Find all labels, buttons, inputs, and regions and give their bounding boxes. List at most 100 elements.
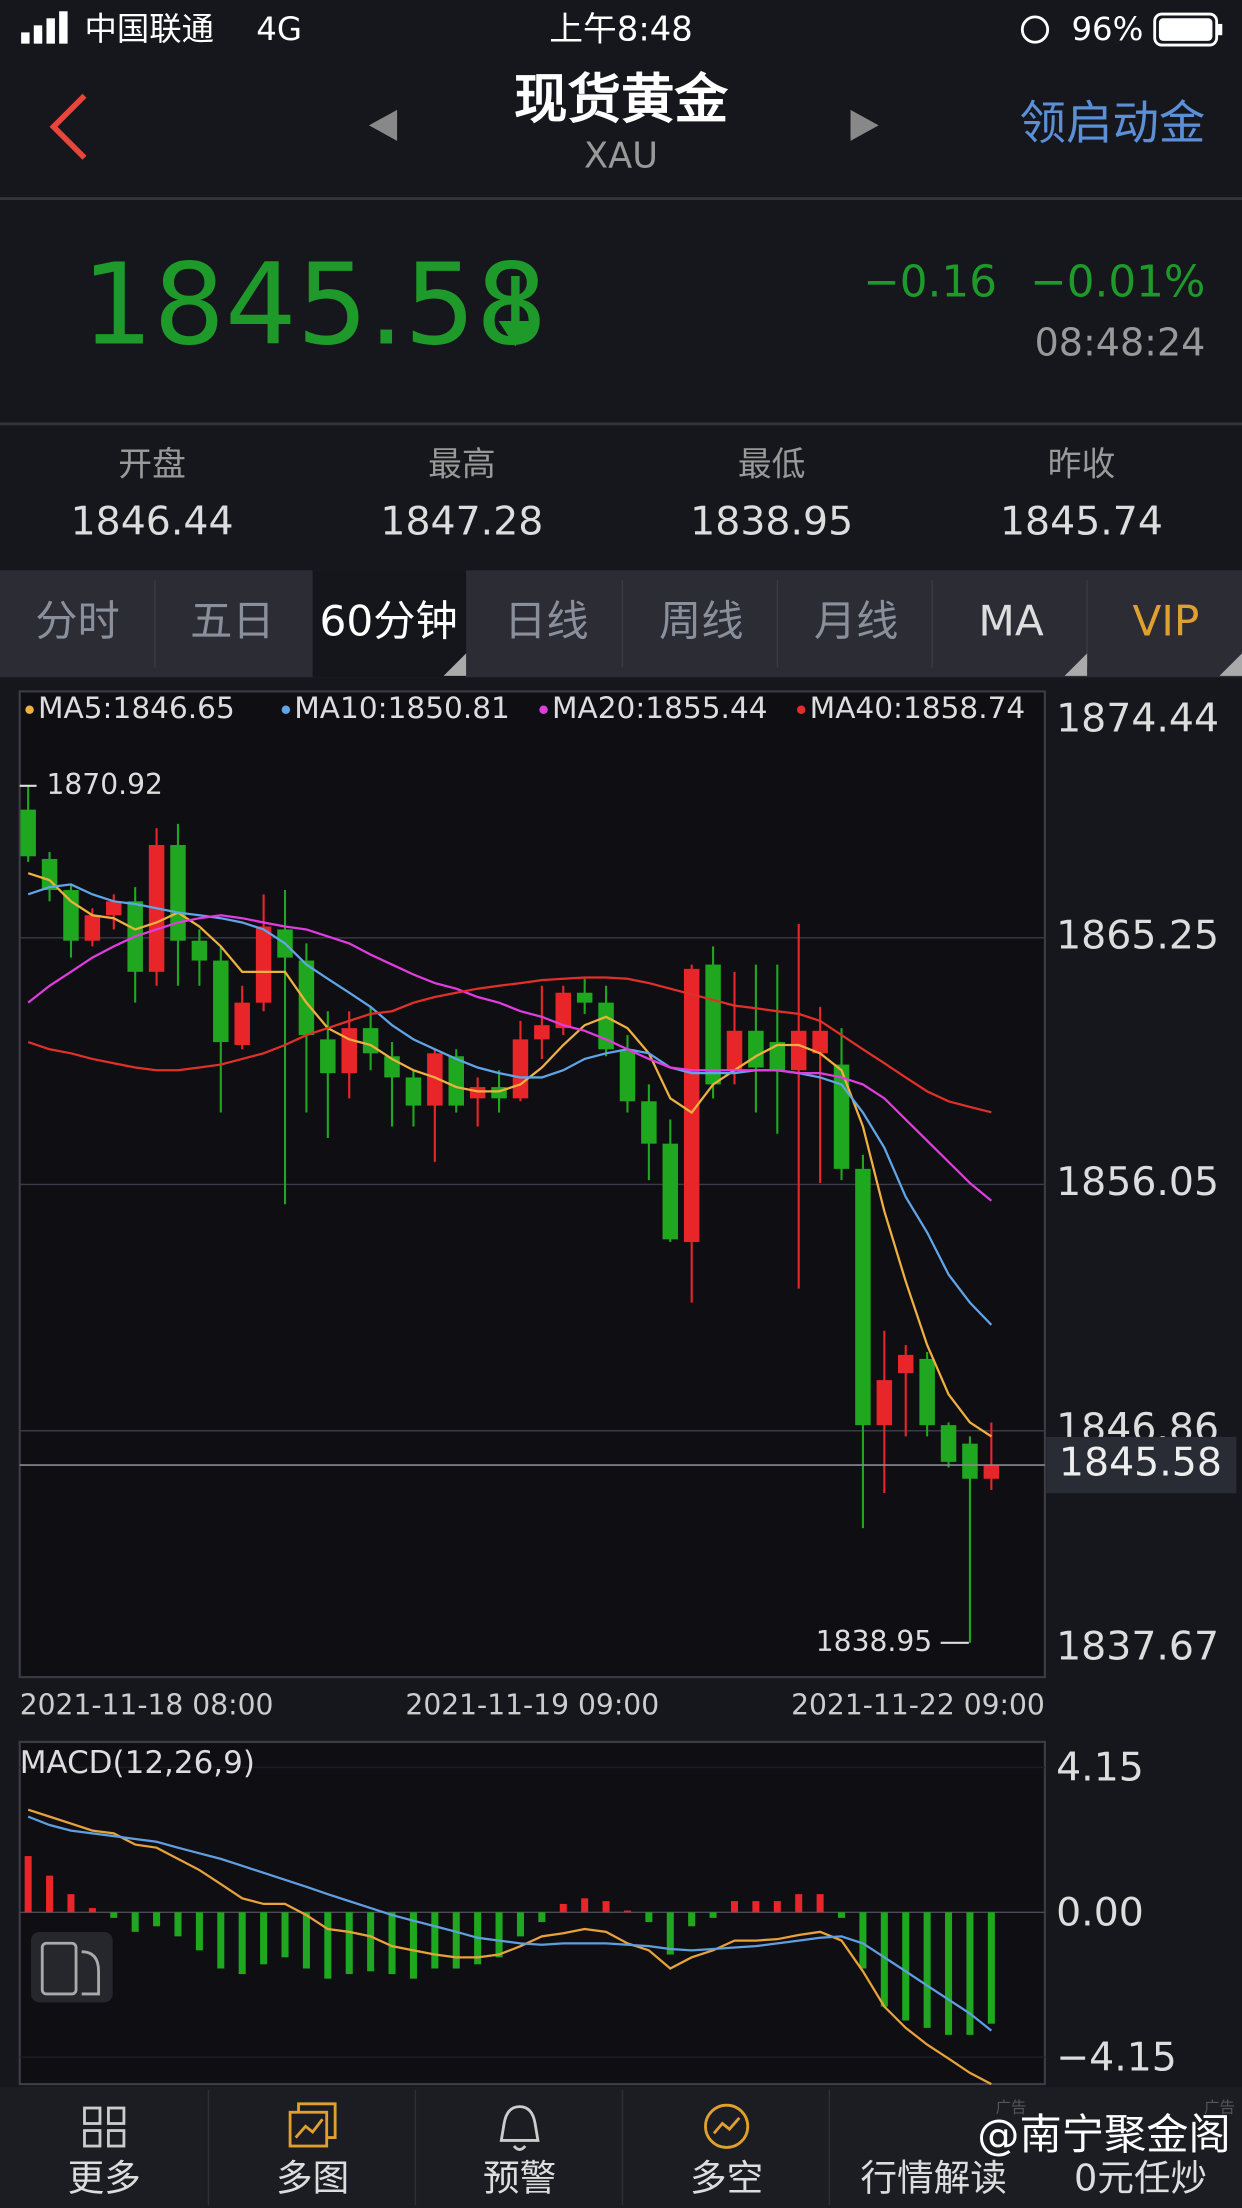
bottom-nav-bg <box>0 2086 1242 2208</box>
macd-bar <box>966 1912 974 2035</box>
macd-bar <box>46 1875 54 1913</box>
nav-icon <box>288 2102 337 2148</box>
macd-bar <box>495 1912 503 1958</box>
clock: 上午8:48 <box>549 9 692 48</box>
signal-bar <box>21 32 30 44</box>
low-marker-label: 1838.95 <box>816 1625 932 1658</box>
candle-body <box>298 960 315 1036</box>
icon-part <box>704 2103 750 2149</box>
legend-label: MA5:1846.65 <box>38 691 235 725</box>
tab[interactable]: 日线 <box>504 596 588 645</box>
carrier: 中国联通 <box>84 10 214 48</box>
candle-body <box>748 1030 764 1068</box>
nav-icon <box>499 2105 540 2151</box>
candle-body <box>512 1039 529 1099</box>
symbol: XAU <box>584 136 658 177</box>
macd-line <box>27 1815 993 2032</box>
y-tick-label: −4.15 <box>1056 2035 1177 2081</box>
battery <box>1153 12 1219 47</box>
macd-bar <box>923 1912 931 2028</box>
candle-body <box>213 960 229 1043</box>
bottom-nav: 更多 多图 预警 多空 行情解读 0元任炒 广告 广告 @南宁聚金阁 <box>0 2086 1242 2208</box>
legend-marker <box>797 705 806 714</box>
nav-icon <box>704 2103 750 2149</box>
icon-part <box>294 2118 324 2139</box>
stat-label: 最低 <box>738 445 806 484</box>
icon-part <box>712 2116 741 2135</box>
candle-body <box>962 1443 978 1479</box>
candle-body <box>705 964 721 1085</box>
macd-title: MACD(12,26,9) <box>20 1745 255 1781</box>
candle-body <box>662 1143 679 1240</box>
next-arrow[interactable] <box>850 109 879 141</box>
legend-label: MA40:1858.74 <box>810 691 1026 725</box>
nav-label[interactable]: 多空 <box>690 2156 763 2199</box>
plot: 1837.671846.861856.051865.251874.44MA5:1… <box>20 690 1237 2086</box>
quote: 1845.58 −0.16 −0.01% 08:48:24 <box>0 238 1242 426</box>
macd-bar <box>131 1912 139 1932</box>
signal-bar <box>33 25 43 44</box>
nav-label[interactable]: 更多 <box>68 2156 141 2199</box>
tab[interactable]: MA <box>978 596 1043 645</box>
tab-active-bg <box>312 570 467 678</box>
candle-body <box>320 1039 336 1074</box>
legend-marker <box>281 705 291 714</box>
y-tick-label: 1856.05 <box>1056 1159 1219 1205</box>
macd-bar <box>24 1856 32 1913</box>
watermark: @南宁聚金阁 <box>977 2110 1230 2159</box>
macd-bar <box>195 1912 203 1951</box>
battery-nub <box>1218 23 1223 36</box>
high-marker-label: 1870.92 <box>46 768 162 801</box>
rotate-button-bg[interactable] <box>30 1932 113 2003</box>
battery-fill <box>1158 18 1213 41</box>
icon-part <box>83 2106 102 2125</box>
nav-label[interactable]: 多图 <box>276 2156 349 2199</box>
macd-bar <box>602 1901 610 1913</box>
candle-body <box>234 1002 250 1045</box>
tab[interactable]: 分时 <box>35 596 119 645</box>
legend-marker <box>539 705 548 714</box>
prev-arrow[interactable] <box>368 109 398 141</box>
tab[interactable]: 五日 <box>190 596 274 645</box>
ma-line <box>27 914 993 1202</box>
back-button[interactable] <box>49 93 87 160</box>
macd-bar <box>153 1912 161 1927</box>
y-tick-label: 1837.67 <box>1056 1623 1219 1669</box>
nav-icon <box>83 2106 126 2148</box>
icon-part <box>107 2129 126 2148</box>
icon-part <box>297 2102 337 2139</box>
signal-bar <box>59 11 68 44</box>
rotate-icon <box>81 1950 100 1996</box>
ma-line <box>27 976 992 1114</box>
candle-body <box>940 1425 957 1462</box>
down-arrow-head <box>498 321 533 347</box>
nav-label[interactable]: 行情解读 <box>860 2156 1006 2199</box>
macd-bar <box>260 1912 268 1965</box>
tab-active[interactable]: 60分钟 <box>320 596 458 645</box>
action-link[interactable]: 领启动金 <box>1020 96 1206 150</box>
title: 现货黄金 <box>514 67 728 130</box>
tab[interactable]: 月线 <box>814 596 898 645</box>
macd-bar <box>217 1912 225 1969</box>
ad-label: 广告 <box>996 2099 1027 2117</box>
tab[interactable]: VIP <box>1133 596 1200 645</box>
battery-level: 96% <box>1071 10 1143 48</box>
y-tick-label: 0.00 <box>1056 1890 1144 1936</box>
macd-bar <box>666 1912 674 1955</box>
candle-body <box>405 1077 422 1106</box>
y-tick-label: 1874.44 <box>1056 695 1219 741</box>
legend-marker <box>25 705 34 714</box>
icon-part <box>499 2105 540 2142</box>
macd-bar <box>281 1912 289 1958</box>
tab[interactable]: 周线 <box>659 596 743 645</box>
stat-value: 1846.44 <box>71 498 234 544</box>
candle-body <box>812 1030 828 1054</box>
nav-label[interactable]: 预警 <box>483 2156 556 2199</box>
ad-label: 广告 <box>1204 2099 1235 2117</box>
rotate-button[interactable] <box>30 1932 113 2003</box>
macd-bar <box>688 1912 696 1927</box>
macd-bar <box>902 1912 910 2021</box>
promo[interactable]: 0元任炒 <box>1074 2156 1207 2199</box>
candle-body <box>641 1101 657 1144</box>
candle-body <box>897 1354 914 1374</box>
